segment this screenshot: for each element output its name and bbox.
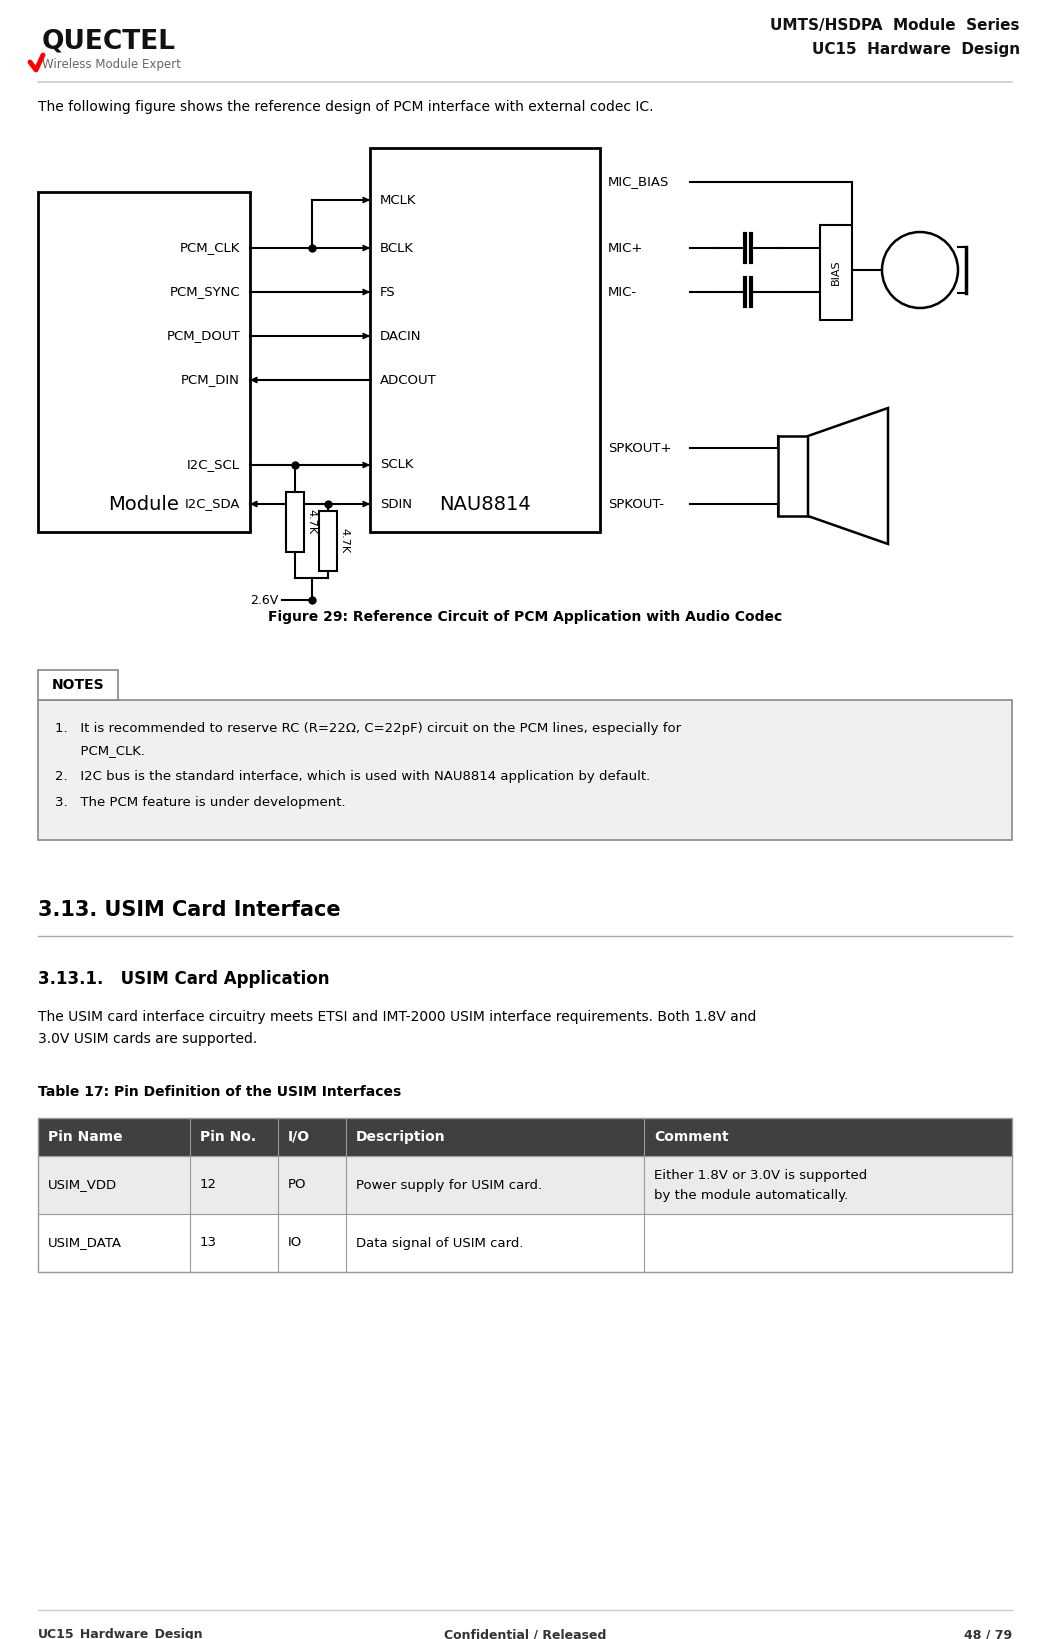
Text: PO: PO (288, 1178, 307, 1192)
Bar (38, 1118, 1012, 1155)
Text: NAU8814: NAU8814 (439, 495, 531, 515)
Text: ADCOUT: ADCOUT (380, 374, 437, 387)
Text: QUECTEL: QUECTEL (42, 28, 176, 54)
Text: Figure 29: Reference Circuit of PCM Application with Audio Codec: Figure 29: Reference Circuit of PCM Appl… (268, 610, 782, 624)
Text: I2C_SDA: I2C_SDA (185, 498, 240, 510)
Text: UMTS/HSDPA  Module  Series: UMTS/HSDPA Module Series (771, 18, 1020, 33)
Text: 3.13. USIM Card Interface: 3.13. USIM Card Interface (38, 900, 340, 919)
Text: SPKOUT-: SPKOUT- (608, 498, 664, 510)
Text: Confidential / Released: Confidential / Released (444, 1628, 606, 1639)
Text: 3.0V USIM cards are supported.: 3.0V USIM cards are supported. (38, 1033, 257, 1046)
Text: The following figure shows the reference design of PCM interface with external c: The following figure shows the reference… (38, 100, 653, 115)
Text: 2.6V: 2.6V (250, 593, 278, 606)
Text: FS: FS (380, 285, 396, 298)
Text: Pin No.: Pin No. (200, 1129, 256, 1144)
Text: 2.   I2C bus is the standard interface, which is used with NAU8814 application b: 2. I2C bus is the standard interface, wh… (55, 770, 650, 783)
Bar (370, 148, 600, 533)
Text: Data signal of USIM card.: Data signal of USIM card. (356, 1236, 524, 1249)
Text: The USIM card interface circuitry meets ETSI and IMT-2000 USIM interface require: The USIM card interface circuitry meets … (38, 1010, 756, 1024)
Text: Description: Description (356, 1129, 445, 1144)
Text: SDIN: SDIN (380, 498, 412, 510)
Bar (820, 225, 852, 320)
Bar (319, 511, 337, 570)
Bar (38, 1214, 1012, 1272)
Text: Table 17: Pin Definition of the USIM Interfaces: Table 17: Pin Definition of the USIM Int… (38, 1085, 401, 1100)
Text: IO: IO (288, 1236, 302, 1249)
Text: PCM_DIN: PCM_DIN (181, 374, 240, 387)
Text: PCM_DOUT: PCM_DOUT (166, 329, 240, 343)
Text: UC15  Hardware  Design: UC15 Hardware Design (812, 43, 1020, 57)
Text: SPKOUT+: SPKOUT+ (608, 441, 672, 454)
Text: MIC+: MIC+ (608, 241, 644, 254)
Text: SCLK: SCLK (380, 459, 414, 472)
Text: I/O: I/O (288, 1129, 310, 1144)
Text: MIC_BIAS: MIC_BIAS (608, 175, 670, 188)
Text: 4.7K: 4.7K (339, 528, 349, 554)
Text: 13: 13 (200, 1236, 217, 1249)
Bar (38, 670, 118, 700)
Bar (286, 492, 304, 551)
Text: 4.7K: 4.7K (306, 510, 316, 534)
Text: 3.   The PCM feature is under development.: 3. The PCM feature is under development. (55, 797, 345, 810)
Text: PCM_CLK.: PCM_CLK. (55, 744, 145, 757)
Text: USIM_VDD: USIM_VDD (48, 1178, 118, 1192)
Text: Pin Name: Pin Name (48, 1129, 123, 1144)
Text: I2C_SCL: I2C_SCL (187, 459, 240, 472)
Polygon shape (808, 408, 888, 544)
Text: DACIN: DACIN (380, 329, 421, 343)
Text: 48 / 79: 48 / 79 (964, 1628, 1012, 1639)
Text: MCLK: MCLK (380, 193, 417, 207)
Bar (38, 1155, 1012, 1214)
Bar (38, 192, 250, 533)
Circle shape (882, 233, 958, 308)
Text: BCLK: BCLK (380, 241, 414, 254)
Text: 12: 12 (200, 1178, 217, 1192)
Text: UC15_Hardware_Design: UC15_Hardware_Design (38, 1628, 204, 1639)
Text: 1.   It is recommended to reserve RC (R=22Ω, C=22pF) circuit on the PCM lines, e: 1. It is recommended to reserve RC (R=22… (55, 723, 681, 734)
Bar (38, 700, 1012, 841)
Text: Wireless Module Expert: Wireless Module Expert (42, 57, 181, 70)
Text: MIC-: MIC- (608, 285, 637, 298)
Text: PCM_SYNC: PCM_SYNC (169, 285, 240, 298)
Text: Module: Module (108, 495, 180, 515)
Text: 3.13.1.   USIM Card Application: 3.13.1. USIM Card Application (38, 970, 330, 988)
Text: Power supply for USIM card.: Power supply for USIM card. (356, 1178, 542, 1192)
Text: NOTES: NOTES (51, 679, 104, 692)
Text: USIM_DATA: USIM_DATA (48, 1236, 122, 1249)
Text: by the module automatically.: by the module automatically. (654, 1188, 848, 1201)
Text: BIAS: BIAS (831, 259, 841, 285)
Bar (38, 1118, 1012, 1272)
Text: Either 1.8V or 3.0V is supported: Either 1.8V or 3.0V is supported (654, 1169, 867, 1182)
Text: Comment: Comment (654, 1129, 729, 1144)
Text: PCM_CLK: PCM_CLK (180, 241, 240, 254)
Bar (778, 436, 808, 516)
